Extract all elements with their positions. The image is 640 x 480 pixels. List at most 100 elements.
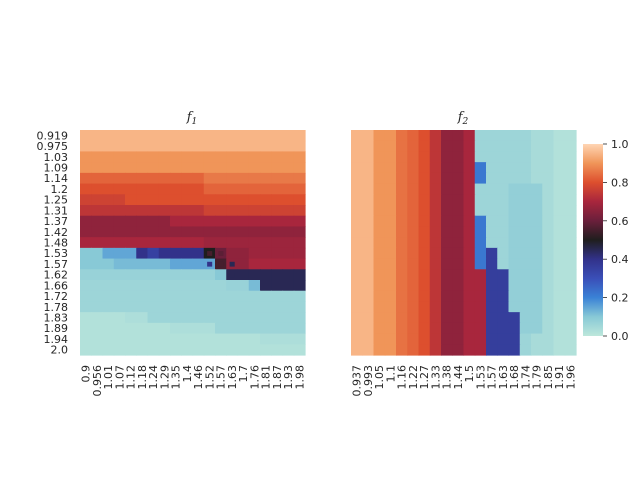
heatmap-cell (170, 247, 182, 260)
heatmap-cell (486, 226, 498, 238)
heatmap-cell (373, 322, 386, 335)
heatmap-cell (226, 151, 239, 163)
heatmap-cell (192, 130, 205, 142)
heatmap-cell (147, 205, 160, 217)
heatmap-cell (497, 194, 510, 206)
heatmap-cell (91, 344, 104, 356)
heatmap-cell (497, 280, 510, 292)
heatmap-cell (91, 258, 104, 270)
heatmap-cell (407, 226, 420, 238)
heatmap-cell (418, 301, 431, 313)
heatmap-cell (362, 237, 375, 249)
heatmap-cell (418, 194, 431, 206)
heatmap-cell (418, 183, 431, 195)
heatmap-cell (181, 280, 194, 292)
heatmap-cell (136, 151, 149, 163)
heatmap-cell (463, 205, 476, 217)
x-tick-label: 1.91 (553, 365, 566, 390)
heatmap-cell (497, 130, 510, 142)
heatmap-cell (396, 183, 408, 195)
x-tick-label: 0.993 (362, 365, 375, 397)
heatmap-cell (215, 140, 227, 153)
heatmap-cell (531, 247, 543, 260)
heatmap-cell (553, 172, 566, 185)
heatmap-cell (170, 194, 182, 206)
heatmap-cell (181, 205, 194, 217)
heatmap-cell (429, 344, 442, 356)
heatmap-cell (531, 312, 543, 324)
heatmap-cell (542, 344, 555, 356)
heatmap-cell (519, 247, 532, 260)
heatmap-cell (181, 226, 194, 238)
heatmap-cell (486, 172, 498, 185)
heatmap-cell (542, 280, 555, 292)
heatmap-cell (519, 333, 532, 345)
x-tick-label: 0.937 (351, 365, 364, 397)
heatmap-cell (147, 258, 160, 270)
heatmap-cell (282, 312, 295, 324)
heatmap-cell (564, 290, 577, 303)
heatmap-cell (102, 258, 115, 270)
heatmap-cell (553, 280, 566, 292)
colorbar-gradient (583, 144, 603, 336)
colorbar-ticks: 0.0 0.2 0.4 0.6 0.8 1.0 (603, 138, 629, 343)
heatmap-cell (564, 140, 577, 153)
heatmap-cell (362, 333, 375, 345)
heatmap-cell (170, 172, 182, 185)
heatmap-cell (215, 151, 227, 163)
heatmap-cell (542, 205, 555, 217)
heatmap-cell (248, 280, 261, 292)
heatmap-cell (113, 130, 126, 142)
heatmap-cell (237, 333, 250, 345)
x-tick-label: 1.52 (203, 365, 216, 390)
heatmap-cell (80, 151, 92, 163)
heatmap-cell (384, 301, 397, 313)
heatmap-cell (452, 301, 465, 313)
heatmap-cell (203, 269, 216, 281)
heatmap-cell (271, 258, 284, 270)
heatmap-cell (215, 269, 227, 281)
heatmap-cell (564, 301, 577, 313)
heatmap-cell (564, 322, 577, 335)
x-tick-label: 1.98 (293, 365, 306, 390)
heatmap-cell (237, 215, 250, 228)
heatmap-cell (203, 280, 216, 292)
colorbar: 0.0 0.2 0.4 0.6 0.8 1.0 (583, 138, 629, 343)
heatmap-cell (553, 247, 566, 260)
heatmap-cell (396, 258, 408, 270)
heatmap-cell (260, 247, 272, 260)
heatmap-cell (362, 247, 375, 260)
heatmap-cell (407, 247, 420, 260)
heatmap-cell (271, 322, 284, 335)
heatmap-cell (351, 247, 363, 260)
heatmap-cell (260, 215, 272, 228)
heatmap-cell (102, 247, 115, 260)
heatmap-cell (564, 162, 577, 174)
heatmap-cell (396, 194, 408, 206)
heatmap-cell (384, 247, 397, 260)
y-tick-label: 1.57 (44, 258, 69, 271)
heatmap-cell (407, 312, 420, 324)
heatmap-cell (486, 301, 498, 313)
heatmap-cell (429, 130, 442, 142)
heatmap-cell (553, 205, 566, 217)
heatmap-cell (497, 333, 510, 345)
heatmap-cell (102, 290, 115, 303)
heatmap-cell (486, 140, 498, 153)
heatmap-cell (203, 322, 216, 335)
heatmap-cell (136, 344, 149, 356)
y-tick-label: 1.14 (44, 172, 69, 185)
heatmap-cell (362, 280, 375, 292)
heatmap-cell (282, 194, 295, 206)
heatmap-cell (293, 301, 306, 313)
heatmap-f1-cells (80, 130, 306, 356)
heatmap-cell (248, 183, 261, 195)
heatmap-cell (102, 322, 115, 335)
heatmap-cell (91, 194, 104, 206)
heatmap-cell (373, 172, 386, 185)
heatmap-cell (508, 312, 521, 324)
heatmap-cell (248, 130, 261, 142)
heatmap-cell (362, 215, 375, 228)
heatmap-cell (125, 247, 137, 260)
heatmap-cell (293, 183, 306, 195)
